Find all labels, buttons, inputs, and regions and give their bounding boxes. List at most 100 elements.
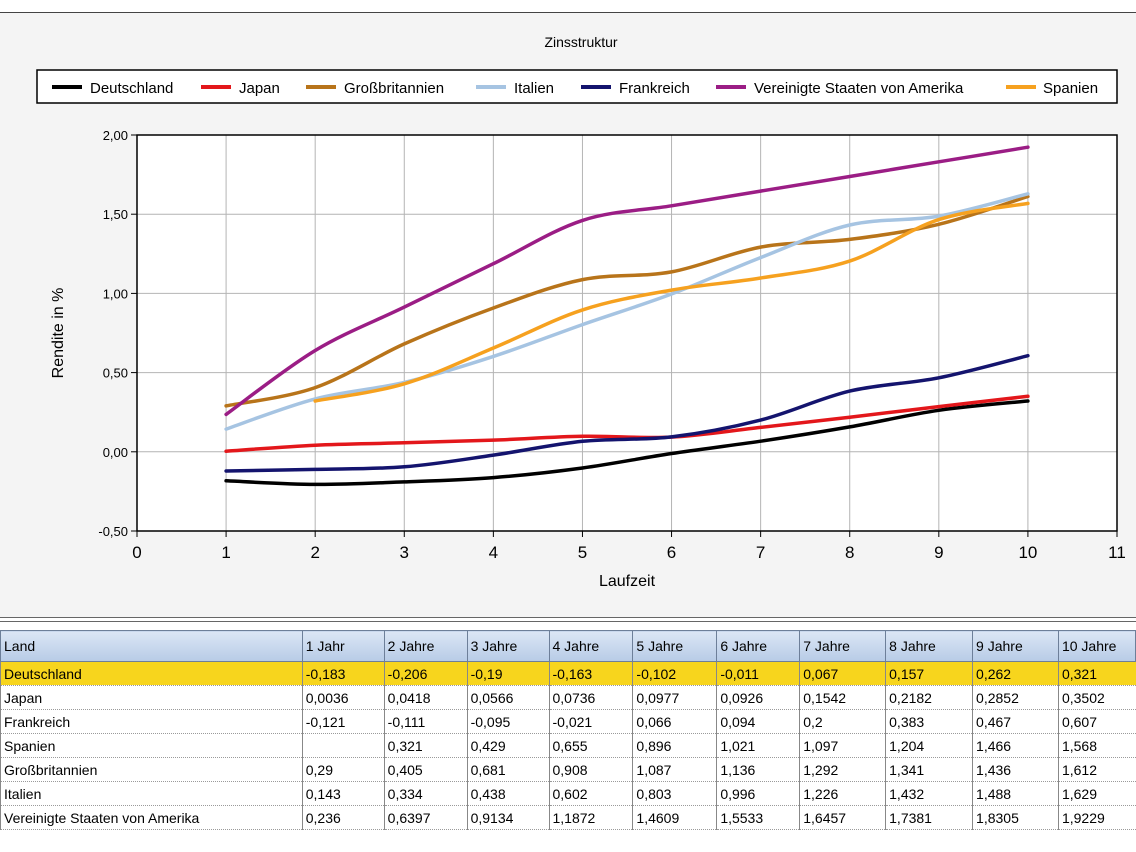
row-country-cell[interactable]: Spanien	[0, 733, 303, 758]
table-cell[interactable]: -0,095	[466, 709, 549, 734]
table-row[interactable]: Japan 0,0036 0,0418 0,0566 0,0736 0,0977 0,092…	[0, 685, 1136, 710]
table-cell[interactable]: 1,432	[885, 781, 973, 806]
table-cell[interactable]: -0,163	[548, 661, 633, 686]
table-cell[interactable]: 1,7381	[885, 805, 973, 830]
row-country-cell[interactable]: Italien	[0, 781, 303, 806]
table-cell[interactable]: -0,19	[466, 661, 549, 686]
table-cell[interactable]: 0,803	[632, 781, 717, 806]
column-header[interactable]: 10 Jahre	[1057, 630, 1136, 662]
table-cell[interactable]: 1,4609	[632, 805, 717, 830]
table-cell[interactable]: 0,607	[1057, 709, 1136, 734]
table-cell[interactable]: 0,3502	[1057, 685, 1136, 710]
table-cell[interactable]: 0,334	[383, 781, 468, 806]
row-country-cell[interactable]: Frankreich	[0, 709, 303, 734]
table-cell[interactable]: 1,488	[972, 781, 1059, 806]
table-row[interactable]: Spanien 0,321 0,429 0,655 0,896 1,021 1,097 1,2…	[0, 733, 1136, 758]
table-cell[interactable]: 0,655	[548, 733, 633, 758]
column-header[interactable]: 4 Jahre	[548, 630, 634, 662]
legend-label-3: Italien	[514, 80, 554, 97]
table-cell[interactable]: 1,136	[716, 757, 800, 782]
table-cell[interactable]: -0,121	[301, 709, 385, 734]
table-cell[interactable]: 1,5533	[716, 805, 800, 830]
table-cell[interactable]: 0,0736	[548, 685, 633, 710]
table-cell[interactable]: 1,466	[972, 733, 1059, 758]
table-row[interactable]: Frankreich -0,121 -0,111 -0,095 -0,021 0,066 0…	[0, 709, 1136, 734]
table-cell[interactable]: 0,896	[632, 733, 717, 758]
table-cell[interactable]: -0,111	[383, 709, 468, 734]
table-cell[interactable]: 1,097	[799, 733, 886, 758]
table-cell[interactable]: 0,157	[885, 661, 973, 686]
table-cell[interactable]: 1,8305	[972, 805, 1059, 830]
table-cell[interactable]: 0,2182	[885, 685, 973, 710]
table-cell[interactable]: 1,6457	[799, 805, 886, 830]
table-cell[interactable]: 0,405	[383, 757, 468, 782]
row-country-cell[interactable]: Japan	[0, 685, 303, 710]
data-grid[interactable]: Land 1 Jahr 2 Jahre 3 Jahre 4 Jahre 5 Jahre 6 …	[0, 630, 1136, 852]
table-row[interactable]: Italien 0,143 0,334 0,438 0,602 0,803 0,996 1,2…	[0, 781, 1136, 806]
table-cell[interactable]: -0,206	[383, 661, 468, 686]
table-cell[interactable]: 1,629	[1057, 781, 1136, 806]
table-cell[interactable]: 0,321	[383, 733, 468, 758]
column-header[interactable]: 1 Jahr	[301, 630, 385, 662]
column-header[interactable]: 9 Jahre	[972, 630, 1059, 662]
table-cell[interactable]: 1,612	[1057, 757, 1136, 782]
table-cell[interactable]: 0,2	[799, 709, 886, 734]
column-header[interactable]: 5 Jahre	[632, 630, 718, 662]
table-cell[interactable]: 1,436	[972, 757, 1059, 782]
column-header[interactable]: 6 Jahre	[716, 630, 801, 662]
table-cell[interactable]: 0,467	[972, 709, 1059, 734]
table-cell[interactable]: 0,908	[548, 757, 633, 782]
table-cell[interactable]: 0,0418	[383, 685, 468, 710]
table-cell[interactable]: 0,429	[466, 733, 549, 758]
table-cell[interactable]: 1,1872	[548, 805, 633, 830]
table-cell[interactable]: 0,9134	[466, 805, 549, 830]
row-country-cell[interactable]: Großbritannien	[0, 757, 303, 782]
table-cell[interactable]: -0,011	[716, 661, 800, 686]
table-cell[interactable]: 0,0566	[466, 685, 549, 710]
table-cell[interactable]: 0,6397	[383, 805, 468, 830]
table-cell[interactable]: 0,29	[301, 757, 385, 782]
table-cell[interactable]: -0,021	[548, 709, 633, 734]
table-cell[interactable]: 0,438	[466, 781, 549, 806]
table-cell[interactable]: 0,383	[885, 709, 973, 734]
row-country-cell[interactable]: Vereinigte Staaten von Amerika	[0, 805, 303, 830]
table-cell[interactable]: 0,602	[548, 781, 633, 806]
table-cell[interactable]: -0,102	[632, 661, 717, 686]
column-header[interactable]: 3 Jahre	[466, 630, 550, 662]
column-header[interactable]: 8 Jahre	[885, 630, 974, 662]
table-cell[interactable]: 0,321	[1057, 661, 1136, 686]
table-cell[interactable]: 0,0977	[632, 685, 717, 710]
table-cell[interactable]: 1,568	[1057, 733, 1136, 758]
table-cell[interactable]: 0,681	[466, 757, 549, 782]
table-cell[interactable]: -0,183	[301, 661, 385, 686]
table-cell[interactable]: 0,236	[301, 805, 385, 830]
table-cell[interactable]: 0,996	[716, 781, 800, 806]
table-cell[interactable]: 0,1542	[799, 685, 886, 710]
separator-line	[0, 621, 1136, 622]
table-cell[interactable]: 0,262	[972, 661, 1059, 686]
table-cell[interactable]: 1,292	[799, 757, 886, 782]
table-cell[interactable]: 1,226	[799, 781, 886, 806]
table-cell[interactable]: 0,094	[716, 709, 800, 734]
table-cell[interactable]	[301, 733, 385, 758]
table-cell[interactable]: 0,0926	[716, 685, 800, 710]
table-cell[interactable]: 0,143	[301, 781, 385, 806]
table-cell[interactable]: 0,2852	[972, 685, 1059, 710]
table-cell[interactable]: 0,066	[632, 709, 717, 734]
table-row[interactable]: Großbritannien 0,29 0,405 0,681 0,908 1,087 1,…	[0, 757, 1136, 782]
table-cell[interactable]: 1,9229	[1057, 805, 1136, 830]
column-header[interactable]: Land	[0, 630, 303, 662]
table-cell[interactable]: 0,067	[799, 661, 886, 686]
row-country-cell[interactable]: Deutschland	[0, 661, 303, 686]
table-row[interactable]: Vereinigte Staaten von Amerika 0,236 0,639…	[0, 805, 1136, 830]
table-cell[interactable]: 1,087	[632, 757, 717, 782]
table-cell[interactable]: 1,021	[716, 733, 800, 758]
column-header[interactable]: 7 Jahre	[799, 630, 887, 662]
table-cell[interactable]: 1,204	[885, 733, 973, 758]
table-row[interactable]: Deutschland -0,183 -0,206 -0,19 -0,163 -0,102…	[0, 661, 1136, 686]
chart-title: Zinsstruktur	[544, 34, 617, 50]
column-header[interactable]: 2 Jahre	[383, 630, 468, 662]
table-cell[interactable]: 1,341	[885, 757, 973, 782]
legend-label-0: Deutschland	[90, 80, 173, 97]
table-cell[interactable]: 0,0036	[301, 685, 385, 710]
